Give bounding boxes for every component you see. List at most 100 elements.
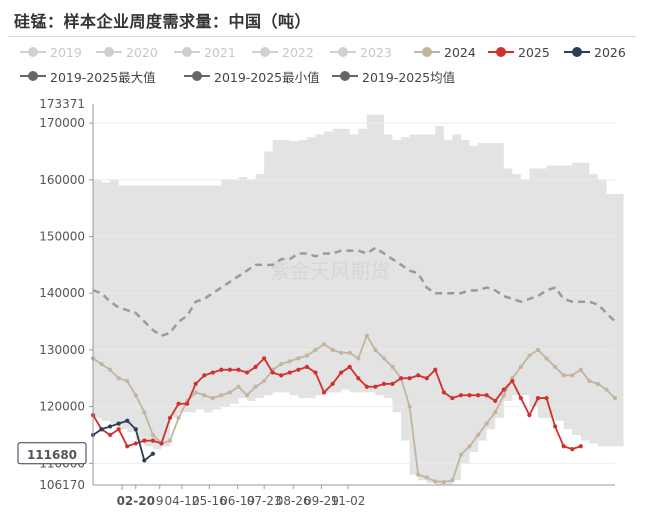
data-point-2024 (210, 395, 215, 401)
data-point-2025 (279, 373, 284, 378)
data-point-2026 (116, 421, 121, 426)
data-point-2024 (150, 432, 156, 438)
data-point-2025 (116, 427, 121, 432)
data-point-2025 (125, 444, 130, 449)
x-tick-label: 07-23 (247, 494, 282, 508)
data-point-2024 (527, 353, 532, 358)
data-point-2024 (458, 452, 464, 457)
data-point-2024 (236, 384, 241, 389)
data-point-2025 (227, 367, 233, 372)
data-point-2024 (296, 356, 301, 361)
data-point-2025 (330, 381, 335, 387)
legend-marker-icon (564, 45, 590, 59)
data-point-2024 (193, 390, 198, 395)
y-tick-label: 130000 (39, 343, 85, 357)
data-point-2025 (467, 393, 472, 398)
legend-marker-icon (252, 45, 278, 59)
max-min-band (93, 114, 624, 485)
data-point-2026 (150, 451, 156, 456)
data-point-2024 (587, 378, 592, 384)
data-point-2026 (108, 424, 113, 429)
data-point-2025 (364, 384, 369, 389)
legend-item-2024[interactable]: 2024 (414, 43, 476, 61)
data-point-2025 (202, 373, 207, 378)
legend-marker-icon (330, 45, 356, 59)
data-point-2024 (484, 421, 489, 426)
data-point-2024 (493, 410, 498, 415)
data-point-2024 (108, 367, 113, 372)
data-point-2024 (373, 347, 378, 352)
data-point-2024 (595, 381, 600, 387)
legend-marker-icon (20, 45, 46, 59)
legend-label: 2020 (126, 44, 158, 60)
legend-item-2023[interactable]: 2023 (330, 43, 392, 61)
data-point-2024 (416, 472, 421, 477)
data-point-2025 (185, 401, 190, 406)
data-point-2024 (142, 410, 147, 415)
legend-item-2025[interactable]: 2025 (488, 43, 550, 61)
legend-marker-icon (96, 45, 122, 59)
legend-item-2026[interactable]: 2026 (564, 43, 626, 61)
x-tick-label: 09-29 (304, 494, 339, 508)
data-point-2025 (416, 373, 421, 378)
series-line-2025 (92, 357, 582, 451)
data-point-2024 (544, 356, 549, 361)
data-point-2025 (142, 438, 147, 443)
data-point-2024 (561, 373, 566, 378)
data-point-2024 (390, 364, 395, 370)
data-point-2025 (356, 376, 361, 381)
data-point-2024 (287, 359, 292, 364)
legend-label: 2019-2025最小值 (214, 69, 320, 85)
legend-label: 2022 (282, 44, 314, 60)
data-point-2025 (561, 444, 566, 449)
data-point-2024 (424, 475, 429, 480)
data-point-2024 (227, 390, 233, 395)
x-tick-label: 05-16 (192, 494, 227, 508)
data-point-2025 (159, 441, 164, 446)
y-max-label: 173371 (39, 97, 85, 111)
data-point-2025 (219, 367, 224, 372)
data-point-2025 (475, 393, 481, 398)
data-point-2025 (433, 367, 438, 372)
data-point-2024 (176, 415, 181, 421)
data-point-2024 (133, 393, 138, 398)
legend-item-2019-2025均值[interactable]: 2019-2025均值 (332, 67, 455, 85)
data-point-2025 (244, 370, 250, 375)
data-point-2025 (133, 441, 138, 446)
x-tick-label: 11-02 (331, 494, 366, 508)
title-divider (8, 36, 636, 37)
data-point-2026 (99, 427, 104, 432)
data-point-2024 (612, 395, 618, 401)
data-point-2024 (381, 356, 387, 361)
data-point-2024 (313, 347, 318, 352)
legend-item-2019-2025最大值[interactable]: 2019-2025最大值 (20, 67, 156, 85)
data-point-2024 (244, 393, 250, 398)
y-highlight-box (17, 442, 87, 465)
legend-item-2019[interactable]: 2019 (20, 43, 82, 61)
data-point-2025 (398, 376, 404, 381)
data-point-2024 (433, 479, 438, 484)
data-point-2025 (484, 393, 489, 398)
y-tick-label: 150000 (39, 230, 85, 244)
data-point-2024 (253, 384, 258, 389)
legend-marker-icon (488, 45, 514, 59)
data-point-2025 (270, 370, 275, 375)
data-point-2025 (570, 447, 575, 452)
data-point-2024 (202, 393, 207, 398)
data-point-2024 (501, 393, 506, 398)
data-point-2025 (150, 438, 156, 443)
legend-label: 2023 (360, 44, 392, 60)
legend-item-2020[interactable]: 2020 (96, 43, 158, 61)
x-tick-label: 06-19 (220, 494, 255, 508)
data-point-2025 (552, 424, 558, 429)
data-point-2025 (510, 378, 515, 384)
data-point-2025 (296, 367, 301, 372)
legend-item-2021[interactable]: 2021 (174, 43, 236, 61)
data-point-2025 (381, 381, 387, 387)
series-line-2024 (92, 334, 616, 483)
legend-item-2019-2025最小值[interactable]: 2019-2025最小值 (184, 67, 320, 85)
data-point-2025 (339, 370, 344, 375)
data-point-2025 (535, 395, 541, 401)
y-min-label: 106170 (39, 478, 85, 492)
legend-item-2022[interactable]: 2022 (252, 43, 314, 61)
